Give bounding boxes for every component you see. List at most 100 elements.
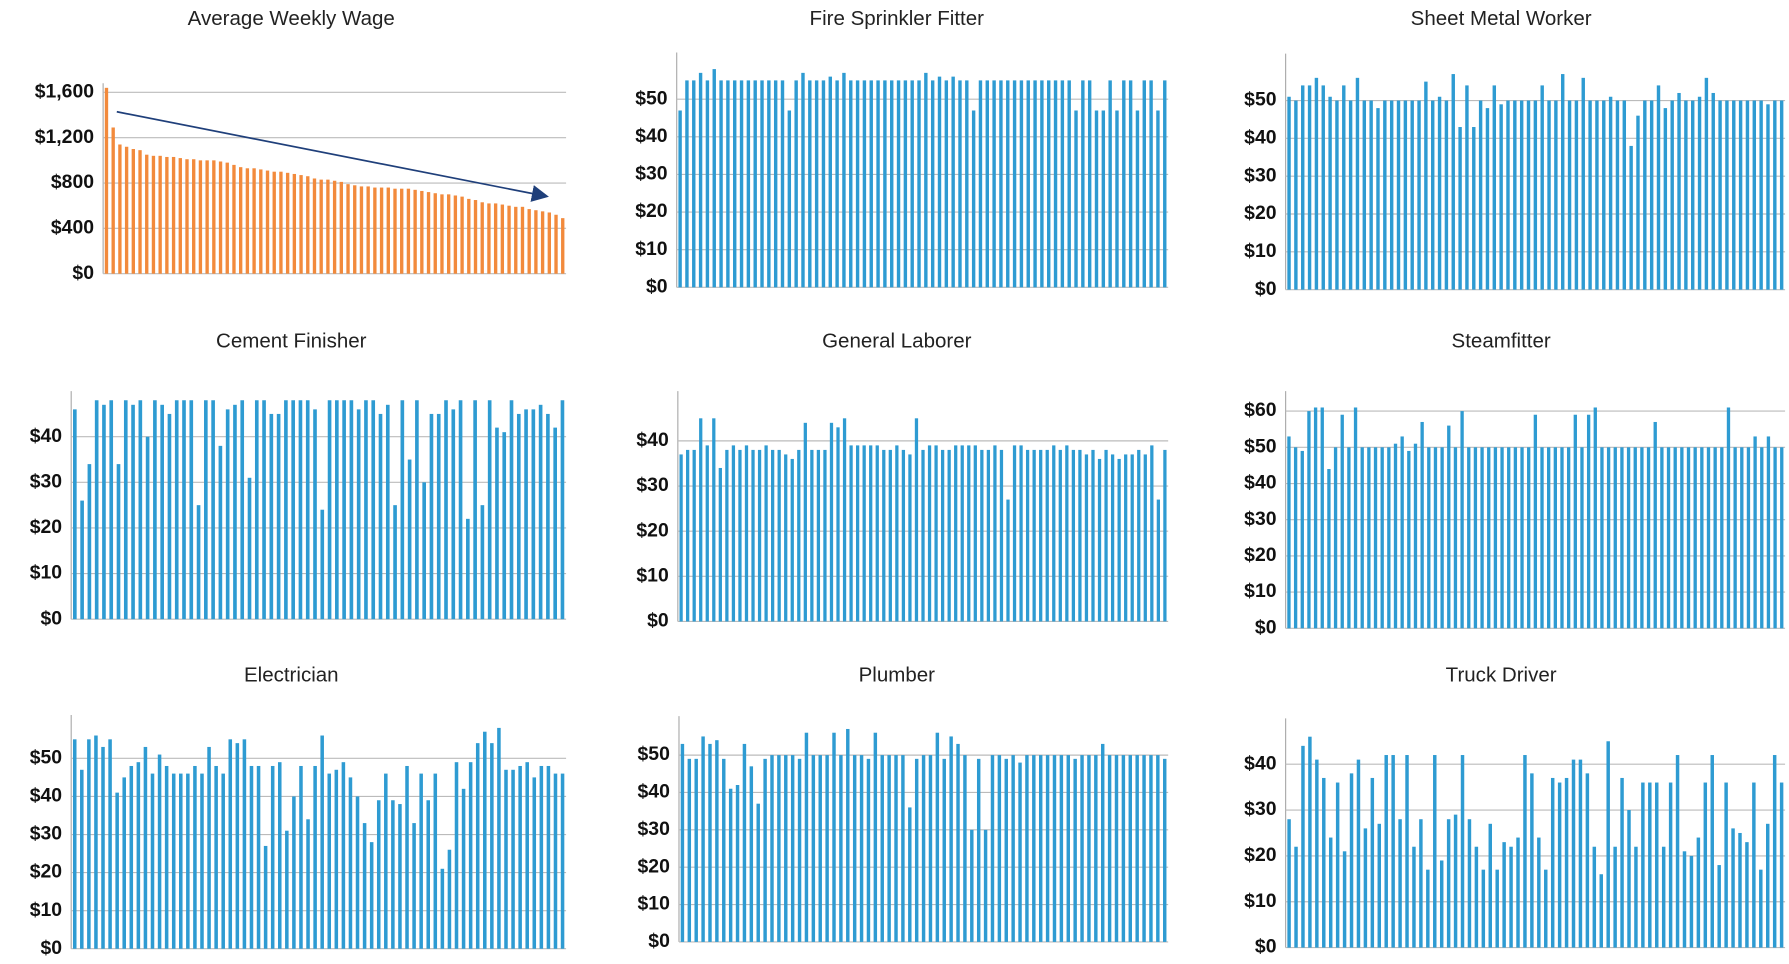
bar (514, 206, 518, 274)
bar (842, 72, 846, 288)
bar (326, 179, 330, 274)
chart-title: Sheet Metal Worker (1411, 7, 1592, 30)
bar (910, 80, 914, 288)
bar (1567, 100, 1572, 290)
bar (393, 188, 397, 274)
bar (1675, 755, 1680, 948)
bar (298, 400, 303, 620)
bar (1356, 759, 1361, 948)
bar (80, 500, 84, 620)
bar (1025, 755, 1029, 942)
bar (1094, 110, 1099, 288)
bar (894, 755, 898, 942)
bar (313, 409, 317, 620)
bar (942, 758, 946, 942)
bar (869, 80, 873, 288)
bar (276, 413, 281, 620)
bar (1019, 80, 1024, 288)
bar (1142, 755, 1146, 942)
bar (1377, 823, 1382, 948)
bar (784, 755, 788, 942)
y-tick-label: $20 (638, 855, 670, 877)
bar (1307, 411, 1311, 629)
bar (866, 758, 871, 942)
y-tick-label: $800 (51, 171, 94, 193)
bar (855, 80, 860, 288)
bar (240, 400, 245, 620)
bar (1135, 755, 1139, 942)
bar (277, 762, 282, 949)
bar (1689, 855, 1694, 948)
chart-title: General Laborer (822, 330, 972, 353)
bar (221, 773, 225, 949)
bar (705, 80, 710, 288)
bar (1307, 85, 1312, 290)
bar (1460, 755, 1465, 948)
bar (305, 400, 310, 620)
bar (256, 765, 261, 949)
bar (930, 80, 935, 288)
bar (1101, 110, 1106, 288)
bar (746, 80, 751, 288)
bar (917, 80, 921, 288)
bar (818, 755, 822, 942)
bar (1163, 758, 1167, 942)
bar (1410, 100, 1414, 290)
y-tick-label: $20 (1244, 202, 1276, 224)
bar (1724, 782, 1728, 948)
bar (739, 80, 744, 288)
bar (1606, 741, 1610, 948)
bar (138, 150, 142, 274)
bar (312, 178, 317, 274)
bar (1499, 104, 1503, 290)
bar (797, 758, 802, 942)
y-tick-label: $1,200 (35, 126, 94, 148)
bar (1633, 447, 1637, 629)
bar (150, 773, 155, 949)
bar (1353, 407, 1358, 629)
bar (1474, 846, 1479, 948)
bar (1467, 447, 1471, 629)
bar (1342, 85, 1346, 290)
bar (1431, 100, 1435, 290)
bar (705, 445, 709, 622)
bar (1059, 755, 1064, 942)
bar (699, 418, 703, 622)
bar (1149, 755, 1153, 942)
bar (158, 155, 162, 274)
bar (186, 773, 190, 949)
bar (334, 769, 339, 949)
bar (678, 110, 682, 288)
bar (1641, 782, 1645, 948)
bar (1467, 819, 1472, 948)
bar (165, 156, 169, 274)
y-tick-label: $10 (1244, 240, 1276, 262)
bar (1666, 447, 1671, 629)
bar (1693, 447, 1697, 629)
bar (749, 766, 754, 942)
bar (718, 467, 722, 622)
bar (518, 765, 522, 949)
bar (1520, 447, 1524, 629)
bar (794, 80, 798, 288)
bar (1149, 80, 1153, 288)
bar (1376, 108, 1380, 290)
chart-title: Average Weekly Wage (188, 7, 395, 30)
bar (94, 735, 98, 949)
bar (291, 400, 295, 620)
bar (821, 80, 826, 288)
bar (808, 80, 812, 288)
y-tick-label: $40 (1244, 126, 1276, 148)
bar (182, 400, 186, 620)
bar (1500, 447, 1504, 629)
bar (970, 829, 974, 942)
bar (232, 164, 236, 274)
bar (908, 807, 912, 942)
bar (475, 743, 480, 949)
bar (937, 76, 942, 288)
bar (520, 206, 525, 274)
bar (507, 205, 511, 274)
bar (1333, 447, 1338, 629)
bar (1006, 80, 1010, 288)
bar (1766, 436, 1771, 629)
